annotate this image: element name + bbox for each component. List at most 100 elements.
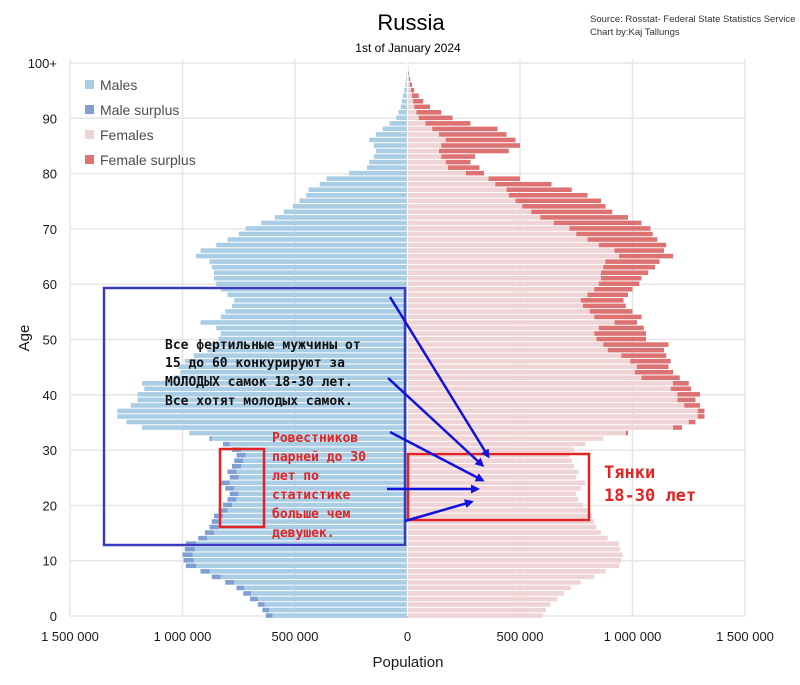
- arrow-1: [388, 296, 490, 459]
- y-tick-label: 60: [43, 277, 57, 292]
- credit-line: Chart by:Kaj Tallungs: [590, 27, 680, 38]
- bar-males: [234, 298, 408, 303]
- bar-female-surplus: [540, 215, 628, 220]
- bar-females: [407, 364, 637, 369]
- bar-female-surplus: [408, 71, 410, 76]
- bar-female-surplus: [677, 397, 696, 403]
- annotation-girls-line-1: Тянки: [604, 463, 655, 483]
- bar-females: [407, 121, 426, 126]
- bar-females: [407, 475, 577, 480]
- y-tick-label: 0: [50, 609, 57, 624]
- bar-males: [144, 386, 408, 392]
- bar-female-surplus: [445, 159, 471, 165]
- source-line: Source: Rosstat- Federal State Statistic…: [590, 14, 795, 25]
- bar-female-surplus: [410, 87, 415, 93]
- annotation-peers-line-1: Ровестников: [272, 431, 358, 446]
- bar-females: [407, 176, 489, 181]
- bar-female-surplus: [506, 187, 572, 193]
- bar-female-surplus: [508, 192, 588, 198]
- bar-males: [238, 475, 408, 480]
- young-women-box: [406, 452, 591, 522]
- y-tick-label: 90: [43, 111, 57, 126]
- bar-males: [209, 259, 408, 264]
- bar-male-surplus: [209, 524, 219, 530]
- bar-female-surplus: [553, 220, 642, 226]
- bar-female-surplus: [596, 336, 646, 342]
- bar-female-surplus: [587, 292, 628, 298]
- bar-females: [407, 613, 543, 618]
- bar-males: [292, 204, 408, 209]
- bar-males: [236, 497, 408, 502]
- bar-females: [407, 309, 590, 314]
- y-tick-label: 80: [43, 167, 57, 182]
- bar-males: [245, 226, 408, 231]
- bar-females: [407, 436, 604, 441]
- bar-males: [261, 220, 408, 226]
- young-men-box: [218, 447, 266, 529]
- bar-male-surplus: [236, 452, 246, 458]
- fertile-men-box: [102, 286, 407, 547]
- bar-females: [407, 530, 601, 535]
- bar-female-surplus: [531, 209, 613, 215]
- bar-females: [407, 148, 439, 154]
- annotation-fertile-line-1: Все фертильные мужчины от: [165, 338, 361, 353]
- bar-males: [269, 607, 408, 613]
- bar-females: [407, 381, 673, 386]
- bar-males: [396, 115, 408, 121]
- bar-female-surplus: [603, 342, 669, 347]
- bar-females: [407, 458, 572, 463]
- bar-males: [227, 237, 408, 242]
- bar-males: [398, 110, 408, 115]
- bar-males: [225, 309, 408, 314]
- bar-males: [216, 325, 408, 331]
- bar-males: [211, 436, 408, 441]
- bar-females: [407, 198, 516, 204]
- legend-label-males: Males: [100, 77, 137, 93]
- legend-swatch-males: [85, 80, 94, 89]
- bar-females: [407, 270, 601, 275]
- bar-females: [407, 242, 599, 248]
- bar-males: [405, 82, 408, 87]
- bar-females: [407, 425, 673, 430]
- bar-female-surplus: [594, 286, 633, 292]
- bar-females: [407, 513, 592, 519]
- annotation-peers-line-3: лет по: [272, 469, 319, 484]
- bar-males: [238, 491, 408, 497]
- bar-males: [117, 408, 408, 414]
- bar-female-surplus: [641, 375, 680, 381]
- bar-females: [407, 286, 595, 292]
- bar-females: [407, 596, 558, 602]
- bar-males: [220, 574, 408, 580]
- annotation-peers-line-4: статистике: [272, 488, 350, 503]
- bar-males: [117, 414, 408, 419]
- bar-females: [407, 115, 419, 121]
- bar-females: [407, 469, 579, 475]
- bar-females: [407, 342, 604, 347]
- annotation-peers-line-6: девушек.: [272, 526, 335, 541]
- bar-females: [407, 557, 622, 563]
- bar-males: [299, 198, 408, 204]
- bar-females: [407, 580, 581, 585]
- bar-females: [407, 181, 496, 187]
- bar-males: [137, 397, 408, 403]
- bar-females: [407, 585, 571, 591]
- bar-females: [407, 563, 619, 569]
- bar-females: [407, 253, 619, 259]
- bar-males: [404, 87, 408, 93]
- x-tick-label: 0: [404, 629, 411, 644]
- y-tick-label: 50: [43, 333, 57, 348]
- x-tick-label: 1 500 000: [41, 629, 99, 644]
- bar-female-surplus: [569, 226, 651, 231]
- bar-females: [407, 441, 586, 447]
- bar-females: [407, 358, 631, 364]
- bar-males: [220, 519, 408, 524]
- bar-females: [407, 264, 604, 270]
- bar-females: [407, 132, 439, 137]
- legend-swatch-females: [85, 130, 94, 139]
- bar-female-surplus: [409, 76, 411, 82]
- bar-females: [407, 87, 411, 93]
- x-tick-label: 1 500 000: [716, 629, 774, 644]
- bar-female-surplus: [439, 132, 507, 137]
- bar-females: [407, 480, 586, 486]
